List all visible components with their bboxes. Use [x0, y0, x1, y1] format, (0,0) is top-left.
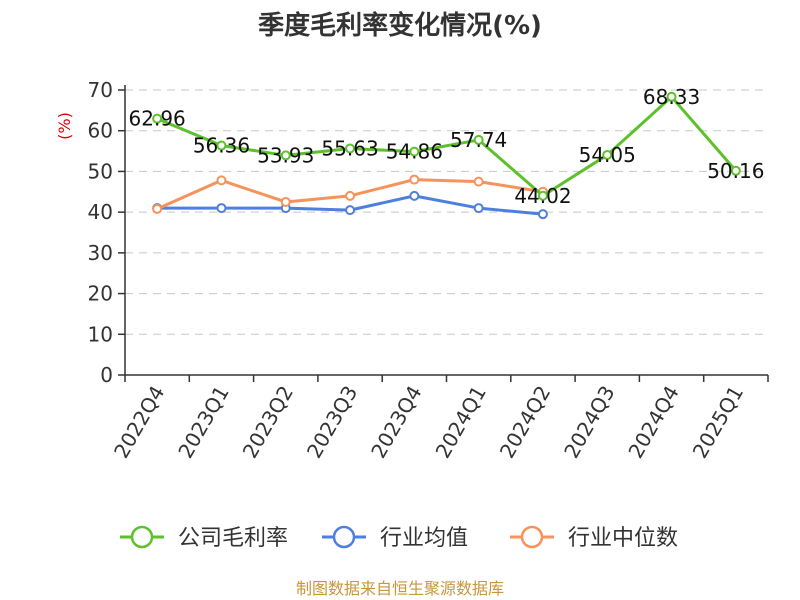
data-point [473, 176, 484, 187]
y-tick-label: 0 [100, 363, 113, 387]
data-point [666, 91, 677, 102]
data-point [280, 150, 291, 161]
data-point [409, 190, 420, 201]
x-tick-label: 2023Q1 [173, 382, 233, 463]
data-point [345, 190, 356, 201]
source-note: 制图数据来自恒生聚源数据库 [296, 579, 504, 598]
legend-label: 公司毛利率 [178, 526, 288, 551]
legend-label: 行业均值 [380, 526, 468, 551]
data-label: 55.63 [321, 137, 378, 161]
chart-title: 季度毛利率变化情况(%) [258, 10, 542, 41]
data-label: 56.36 [193, 134, 250, 158]
data-label: 50.16 [707, 159, 764, 183]
legend-item-2: 行业中位数 [510, 525, 678, 551]
data-label: 54.86 [386, 140, 443, 164]
data-point [216, 140, 227, 151]
legend-marker [520, 525, 544, 549]
series-line [156, 95, 737, 198]
data-point [730, 165, 741, 176]
x-tick-label: 2024Q3 [559, 382, 619, 463]
y-axis-label: (%) [55, 112, 74, 140]
data-point [602, 149, 613, 160]
legend-item-0: 公司毛利率 [120, 525, 288, 551]
data-point [152, 113, 163, 124]
y-tick-label: 30 [88, 241, 113, 265]
series-0 [152, 91, 741, 201]
data-point [409, 174, 420, 185]
data-point [537, 209, 548, 220]
data-label: 62.96 [129, 107, 186, 131]
series-2 [152, 174, 548, 214]
x-tick-label: 2024Q1 [431, 382, 491, 463]
y-tick-label: 50 [88, 159, 113, 183]
x-tick-label: 2023Q4 [366, 382, 426, 463]
y-tick-label: 70 [88, 78, 113, 102]
x-tick-label: 2025Q1 [688, 382, 748, 463]
y-tick-label: 20 [88, 282, 113, 306]
data-point [345, 205, 356, 216]
grid-lines [125, 89, 768, 335]
data-label: 53.93 [257, 143, 314, 167]
series-lines [152, 91, 741, 220]
data-point [537, 190, 548, 201]
data-point [152, 203, 163, 214]
legend-label: 行业中位数 [568, 526, 678, 551]
legend-marker [332, 525, 356, 549]
legend-item-1: 行业均值 [322, 525, 468, 551]
y-tick-label: 60 [88, 119, 113, 143]
data-label: 68.33 [643, 85, 700, 109]
x-tick-label: 2023Q2 [238, 382, 298, 463]
data-point [280, 196, 291, 207]
data-point [216, 203, 227, 214]
data-point [473, 203, 484, 214]
legend-marker [130, 525, 154, 549]
y-tick-label: 40 [88, 200, 113, 224]
x-tick-label: 2023Q3 [302, 382, 362, 463]
data-point [409, 146, 420, 157]
data-point [216, 175, 227, 186]
data-label: 44.02 [514, 184, 571, 208]
data-point [345, 143, 356, 154]
data-label: 54.05 [579, 143, 636, 167]
data-point [473, 134, 484, 145]
y-tick-label: 10 [88, 322, 113, 346]
x-tick-label: 2024Q4 [623, 382, 683, 463]
legend: 公司毛利率 行业均值 行业中位数 [120, 525, 678, 551]
x-tick-label: 2022Q4 [109, 382, 169, 463]
data-label: 57.74 [450, 128, 507, 152]
x-tick-label: 2024Q2 [495, 382, 555, 463]
data-labels: 62.96 56.36 53.93 55.63 54.86 57.74 44.02 54.05… [129, 85, 765, 208]
